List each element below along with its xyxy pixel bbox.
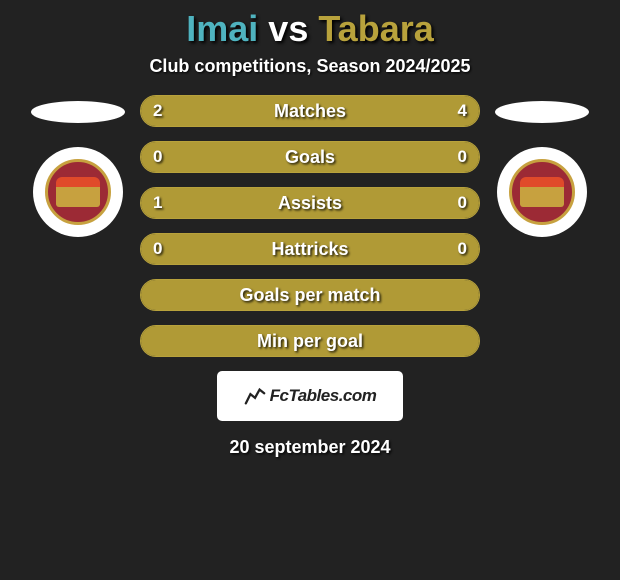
comparison-content: Matches24Goals00Assists10Hattricks00Goal… [0,95,620,357]
chart-icon [244,385,266,407]
player-b-club-crest [497,147,587,237]
bar-label: Goals [141,142,479,172]
bar-label: Goals per match [141,280,479,310]
date: 20 september 2024 [229,437,390,458]
player-a-club-crest [33,147,123,237]
player-b-name: Tabara [318,8,433,49]
bar-value-right: 0 [458,188,467,218]
player-b-avatar-placeholder [495,101,589,123]
stat-bar: Goals per match [140,279,480,311]
logo-text: FcTables.com [270,386,377,406]
stat-bar: Matches2 4 [140,95,480,127]
subtitle: Club competitions, Season 2024/2025 [149,56,470,77]
stat-bar: Assists1 0 [140,187,480,219]
player-a-avatar-placeholder [31,101,125,123]
left-side [28,95,128,237]
stat-bar: Hattricks0 0 [140,233,480,265]
bar-label: Matches [141,96,479,126]
bar-value-left: 2 [153,96,162,126]
bar-value-left: 1 [153,188,162,218]
bar-label: Min per goal [141,326,479,356]
bar-value-left: 0 [153,142,162,172]
bar-value-right: 4 [458,96,467,126]
player-a-name: Imai [186,8,258,49]
bar-value-left: 0 [153,234,162,264]
title-vs: vs [268,8,308,49]
bar-value-right: 0 [458,234,467,264]
right-side [492,95,592,237]
bar-label: Assists [141,188,479,218]
comparison-title: Imai vs Tabara [186,8,434,50]
stat-bars: Matches24Goals00Assists10Hattricks00Goal… [140,95,480,357]
fctables-logo: FcTables.com [217,371,403,421]
bar-value-right: 0 [458,142,467,172]
stat-bar: Goals0 0 [140,141,480,173]
stat-bar: Min per goal [140,325,480,357]
bar-label: Hattricks [141,234,479,264]
